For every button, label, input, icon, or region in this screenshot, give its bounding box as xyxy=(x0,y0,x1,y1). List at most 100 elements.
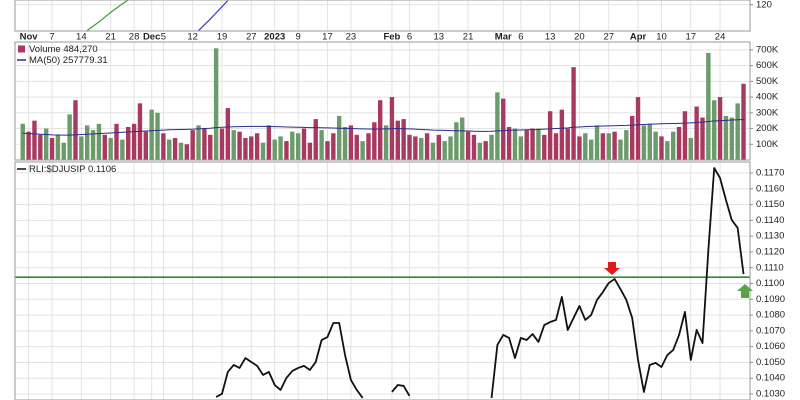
down-arrow xyxy=(604,262,620,275)
volume-bar xyxy=(448,136,453,160)
volume-bar xyxy=(313,119,318,160)
y-tick-label: 0.1050 xyxy=(756,357,785,368)
volume-bar xyxy=(559,109,565,160)
legend-entry: Volume 484,270 xyxy=(29,44,98,55)
volume-bar xyxy=(243,137,248,160)
volume-bar xyxy=(378,100,383,160)
x-tick-label: 23 xyxy=(346,32,357,43)
volume-bar xyxy=(641,125,647,160)
volume-bar xyxy=(26,131,31,160)
volume-bar xyxy=(178,142,184,160)
volume-bar xyxy=(547,111,553,160)
volume-bar xyxy=(325,141,330,160)
volume-bar xyxy=(436,134,441,160)
y-tick-label: 600K xyxy=(756,60,779,71)
volume-bar xyxy=(536,128,541,160)
x-tick-label: 24 xyxy=(715,32,726,43)
x-tick-label: 19 xyxy=(217,32,228,43)
y-tick-label: 0.1060 xyxy=(756,341,785,352)
volume-bar xyxy=(61,142,66,160)
volume-bar xyxy=(383,125,389,160)
volume-bar xyxy=(688,137,693,160)
volume-bar xyxy=(96,123,102,160)
volume-bar xyxy=(442,141,447,160)
y-tick-label: 700K xyxy=(756,44,779,55)
series-line xyxy=(22,118,744,136)
volume-bar xyxy=(530,128,535,160)
volume-bar xyxy=(506,126,512,160)
volume-bar xyxy=(401,119,406,160)
volume-bar xyxy=(231,130,236,160)
volume-bar xyxy=(301,128,307,160)
legend-value: 257779.31 xyxy=(63,55,108,66)
x-tick-label: 2023 xyxy=(264,32,285,43)
volume-bar xyxy=(278,136,283,160)
panel xyxy=(15,42,750,160)
y-tick-label: 0.1100 xyxy=(756,278,784,289)
x-tick-label: 10 xyxy=(656,32,667,43)
volume-bar xyxy=(489,134,494,160)
legend-entry: RLI:$DJUSIP 0.1106 xyxy=(29,164,116,175)
legend-name: RLI:$DJUSIP xyxy=(29,164,85,175)
volume-bar xyxy=(694,106,699,160)
volume-bar xyxy=(319,130,324,160)
x-tick-label: 27 xyxy=(246,32,257,43)
volume-bar xyxy=(524,130,529,160)
up-arrow xyxy=(737,284,753,298)
y-tick-label: 0.1110 xyxy=(756,262,784,273)
y-tick-label: 0.1160 xyxy=(756,183,784,194)
x-tick-label: 21 xyxy=(105,32,116,43)
volume-bar xyxy=(43,128,49,160)
volume-bar xyxy=(161,133,166,160)
volume-bar xyxy=(542,134,547,160)
y-tick-label: 0.1080 xyxy=(756,310,785,321)
volume-bar xyxy=(635,97,641,160)
volume-bar xyxy=(272,139,277,160)
x-tick-label: 12 xyxy=(187,32,198,43)
volume-bar xyxy=(38,134,43,160)
y-tick-label: 200K xyxy=(756,123,779,134)
volume-bar xyxy=(196,125,201,160)
series-line xyxy=(215,167,745,399)
volume-bar xyxy=(260,142,266,160)
volume-bar xyxy=(495,92,500,160)
volume-bar xyxy=(553,133,559,160)
volume-bar xyxy=(219,128,225,160)
volume-bar xyxy=(225,108,231,160)
y-tick-label: 0.1090 xyxy=(756,294,785,305)
volume-bar xyxy=(79,136,84,160)
volume-bar xyxy=(155,112,160,160)
volume-bar xyxy=(237,131,242,160)
volume-bar xyxy=(606,133,611,160)
volume-bar xyxy=(419,137,424,160)
volume-bar xyxy=(501,98,506,160)
volume-bar xyxy=(454,122,459,160)
volume-bar xyxy=(290,131,295,160)
x-tick-label: 7 xyxy=(49,32,54,43)
volume-bar xyxy=(190,130,195,160)
volume-bar xyxy=(284,141,289,160)
volume-bar xyxy=(102,134,107,160)
panel xyxy=(15,0,750,31)
volume-bar xyxy=(49,137,55,160)
volume-bar xyxy=(55,134,61,160)
x-tick-label: 27 xyxy=(603,32,614,43)
x-tick-label: 21 xyxy=(463,32,474,43)
x-tick-label: 20 xyxy=(574,32,585,43)
volume-bar xyxy=(131,123,137,160)
volume-bar xyxy=(594,125,600,160)
x-tick-label: Dec xyxy=(143,32,160,43)
x-tick-label: 5 xyxy=(161,32,166,43)
volume-bar xyxy=(647,123,652,160)
volume-bar xyxy=(723,115,729,160)
series-line xyxy=(198,0,229,31)
volume-bar xyxy=(624,130,629,160)
x-tick-label: 9 xyxy=(296,32,301,43)
volume-bar xyxy=(73,100,78,160)
legend-name: Volume xyxy=(29,44,61,55)
volume-bar xyxy=(735,103,740,160)
volume-bar xyxy=(706,53,711,160)
volume-bar xyxy=(336,115,342,160)
volume-bar xyxy=(395,120,400,160)
x-tick-label: 13 xyxy=(545,32,556,43)
